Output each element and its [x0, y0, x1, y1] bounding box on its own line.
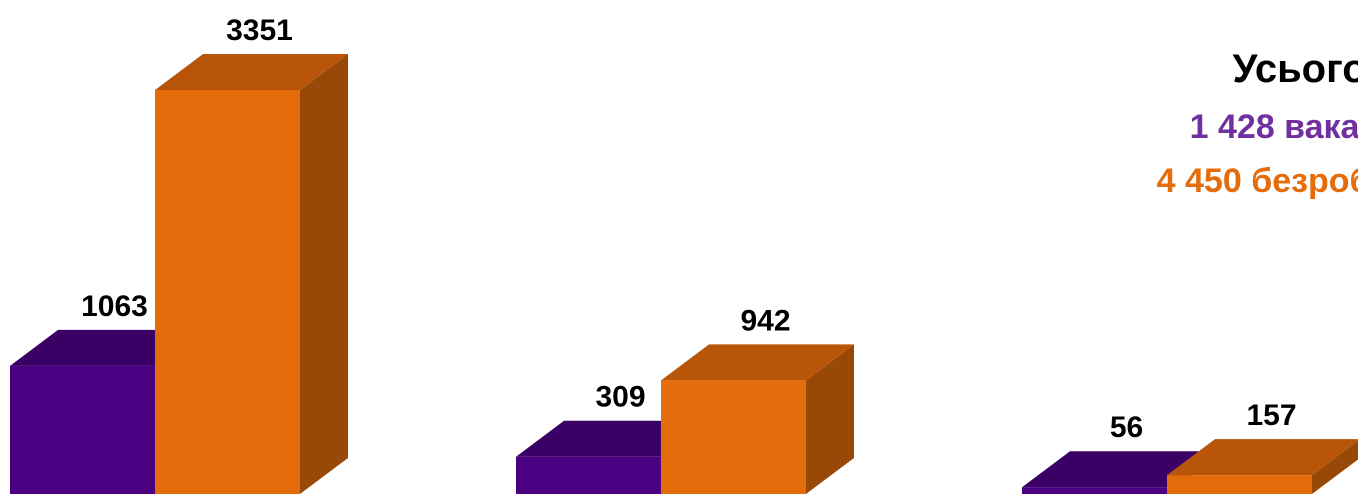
- data-label: 942: [740, 304, 790, 337]
- summary-vacancies: 1 428 вакан: [1189, 108, 1358, 146]
- summary-unemployed: 4 450 безробі: [1156, 162, 1358, 200]
- bar-front-face: [155, 90, 300, 494]
- bar-top-face: [516, 420, 709, 457]
- data-labels-group: 1063 309 56 3351 942 157: [81, 14, 1296, 444]
- bar-side-face: [806, 344, 854, 494]
- bar-front-face: [661, 380, 806, 494]
- bar-front-face: [1167, 475, 1312, 494]
- bar-side-face: [300, 54, 348, 494]
- bar-front-face: [1022, 487, 1167, 494]
- summary-title: Усього:: [1232, 47, 1358, 91]
- data-label: 3351: [226, 14, 293, 47]
- bar-top-face: [155, 54, 348, 90]
- bar-front-face: [10, 365, 155, 494]
- data-label: 309: [595, 381, 645, 414]
- bar-front-face: [516, 456, 661, 494]
- bar-top-face: [1022, 451, 1215, 488]
- bar-series2-group2: [661, 344, 854, 494]
- bar-series2-group3: [1167, 439, 1358, 494]
- bar-top-face: [661, 344, 854, 381]
- bar-series2-group1: [155, 54, 348, 494]
- bar-side-face: [1312, 440, 1358, 494]
- data-label: 56: [1110, 411, 1143, 444]
- bar-top-face: [1167, 439, 1358, 476]
- data-label: 1063: [81, 290, 148, 323]
- totals-summary: Усього: 1 428 вакан 4 450 безробі: [1040, 38, 1358, 208]
- bars-group: [10, 54, 1358, 494]
- data-label: 157: [1246, 399, 1296, 432]
- bar-top-face: [10, 329, 203, 366]
